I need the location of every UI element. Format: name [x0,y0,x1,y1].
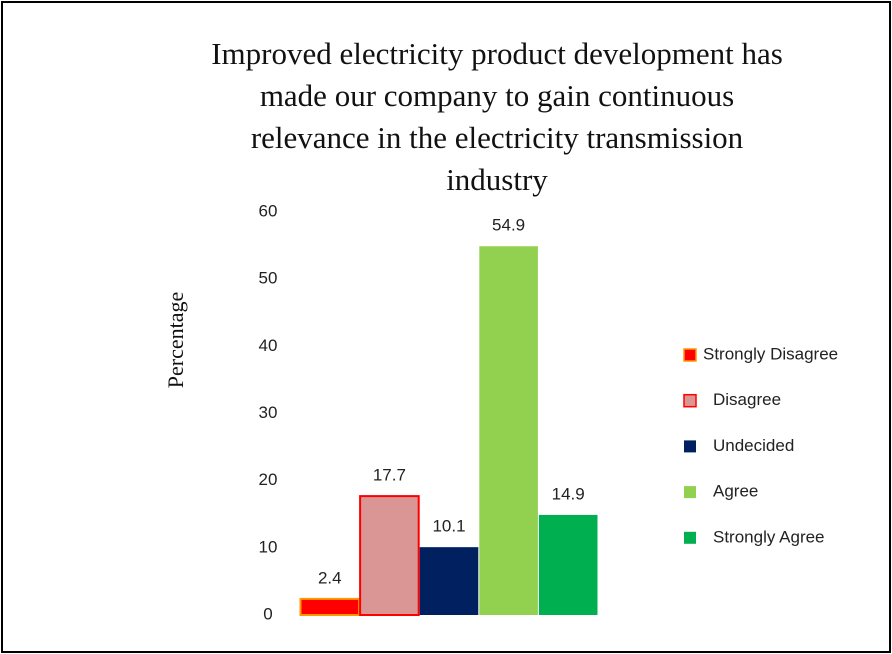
legend-label: Strongly Disagree [703,344,838,363]
y-tick-label: 60 [259,201,278,220]
legend-label: Disagree [713,390,781,409]
data-label: 14.9 [552,484,585,503]
y-tick-label: 10 [259,537,278,556]
data-label: 10.1 [432,517,465,536]
bar [538,514,598,615]
legend-swatch [684,440,696,453]
data-label: 17.7 [373,466,406,485]
bar [479,246,538,615]
bar [359,495,420,616]
bar [299,597,361,617]
y-tick-label: 40 [259,336,278,355]
y-tick-label: 20 [259,470,278,489]
legend-label: Strongly Agree [713,527,825,546]
legend-swatch [683,393,697,408]
legend-label: Agree [713,482,758,501]
chart-title: Improved electricity product development… [211,36,783,71]
y-tick-label: 0 [263,604,272,623]
y-tick-label: 30 [259,403,278,422]
chart-title: industry [446,162,548,197]
y-axis-label: Percentage [163,292,188,389]
chart-title: made our company to gain continuous [260,78,734,113]
legend-swatch [683,348,697,362]
legend-swatch [684,486,696,499]
y-tick-label: 50 [259,269,278,288]
bar [419,547,479,615]
legend-label: Undecided [713,436,794,455]
legend-swatch [684,531,696,544]
chart-title: relevance in the electricity transmissio… [251,120,744,155]
data-label: 2.4 [318,568,342,587]
data-label: 54.9 [492,216,525,235]
